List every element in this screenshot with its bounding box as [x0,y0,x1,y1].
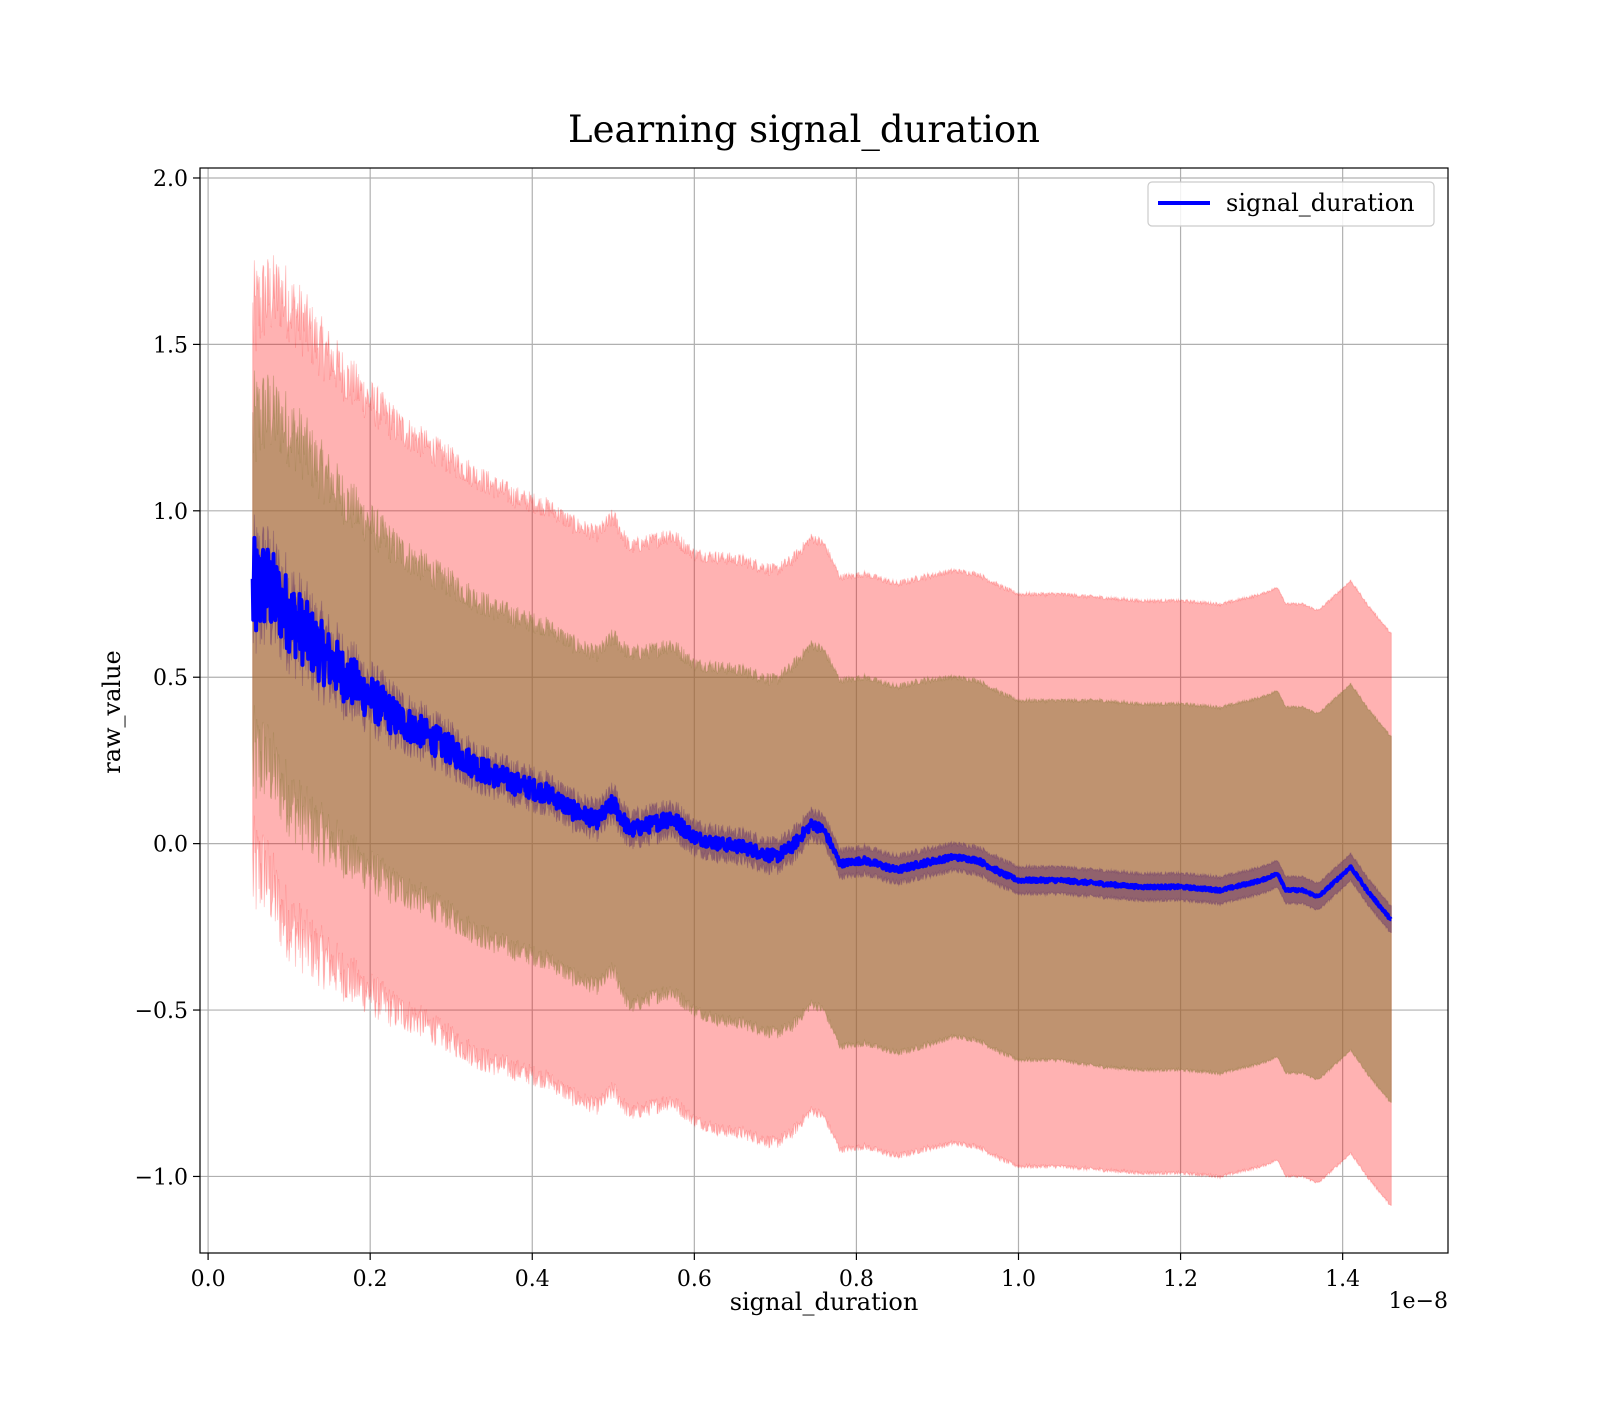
plot-frame [199,167,1449,1254]
x-tick-label: 0.6 [677,1267,712,1292]
x-tick-label: 0.8 [839,1267,874,1292]
x-tick-label: 0.2 [353,1267,388,1292]
y-tick-label: 0.5 [153,666,188,691]
x-axis-ticks: 0.0 0.2 0.4 0.6 0.8 1.0 1.2 1.4 [191,1253,1360,1292]
series-lines [250,535,1393,922]
y-tick-label: 0.0 [153,833,188,858]
chart-title: Learning signal_duration [568,108,1040,152]
x-offset-text: 1e−8 [1389,1289,1448,1314]
legend-label: signal_duration [1226,189,1415,217]
y-tick-label: 2.0 [153,167,188,192]
y-axis-ticks: −1.0 −0.5 0.0 0.5 1.0 1.5 2.0 [135,167,200,1190]
series-line-signal_duration [250,535,1393,922]
legend-box [1147,181,1435,227]
confidence-bands [252,255,1392,1206]
middle-band [252,370,1392,1103]
y-tick-label: 1.5 [153,333,188,358]
y-tick-label: −1.0 [135,1165,188,1190]
x-tick-label: 1.4 [1325,1267,1360,1292]
legend: signal_duration [1147,181,1435,227]
y-tick-label: 1.0 [153,500,188,525]
x-tick-label: 1.0 [1001,1267,1036,1292]
y-axis-label: raw_value [98,650,126,774]
x-axis-label: signal_duration [730,1288,919,1316]
x-tick-label: 0.0 [191,1267,226,1292]
x-tick-label: 0.4 [515,1267,550,1292]
inner-band [252,514,1392,933]
y-tick-label: −0.5 [135,999,188,1024]
x-tick-label: 1.2 [1163,1267,1198,1292]
